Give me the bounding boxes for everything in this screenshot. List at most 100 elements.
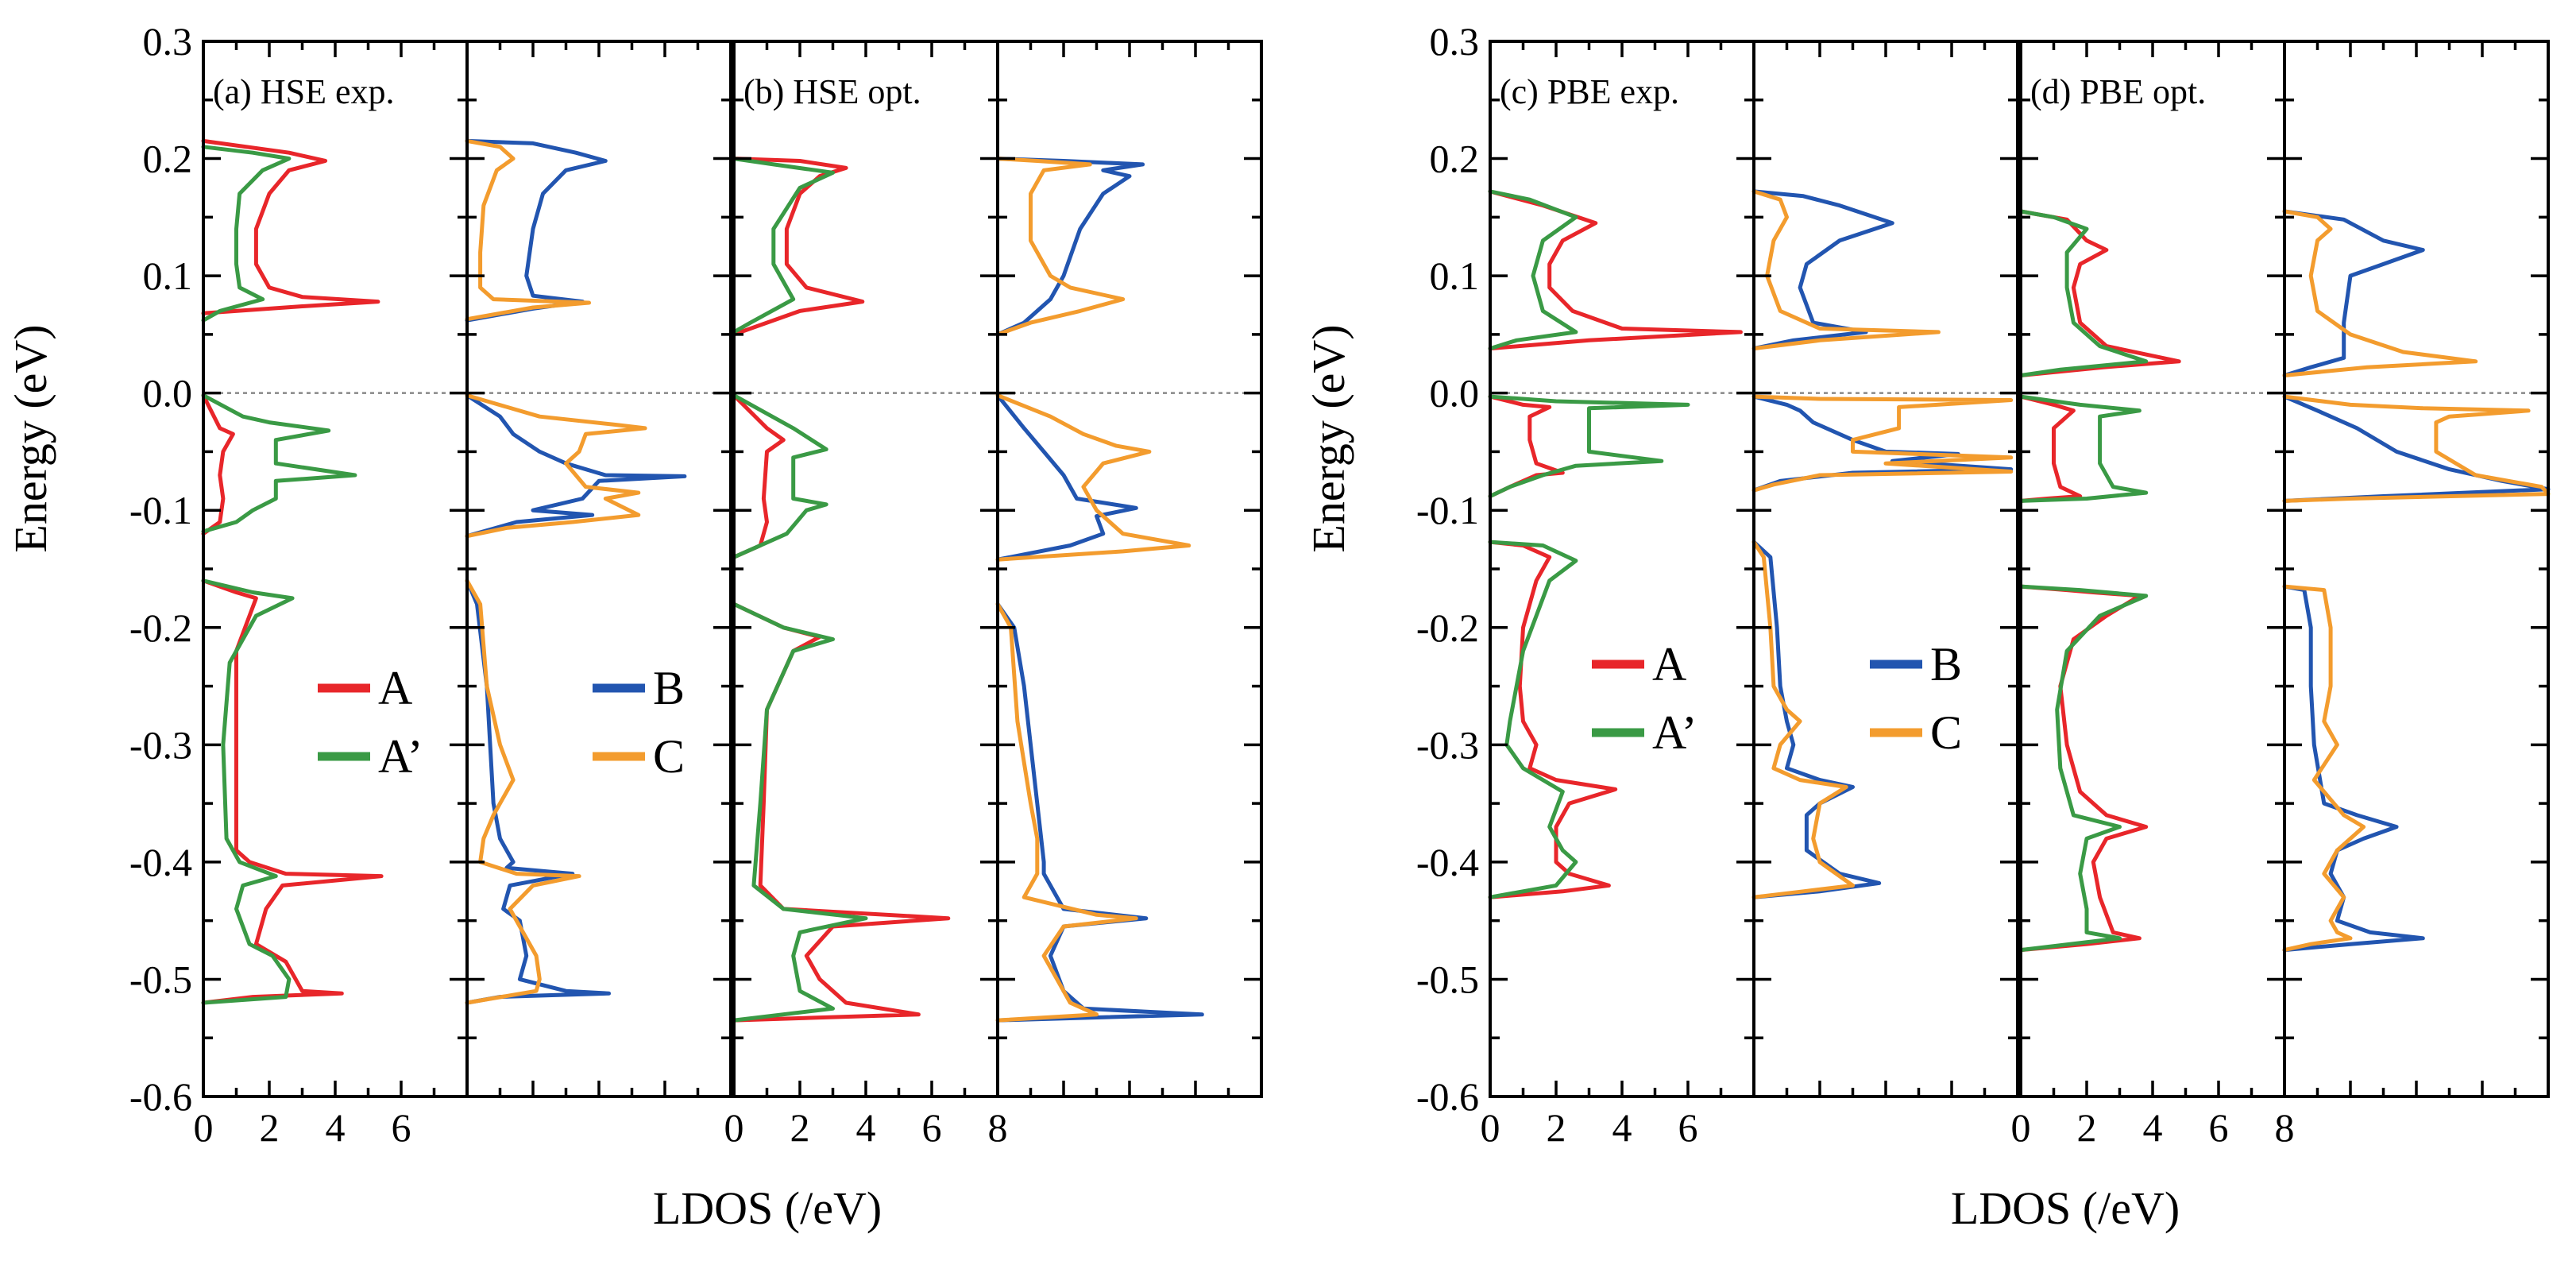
ldos-curve-aprime-panel1-sub0-seg1 — [732, 157, 835, 335]
y-tick-label: -0.4 — [129, 840, 192, 884]
ldos-curve-c-panel3-sub1-seg5 — [2282, 584, 2366, 953]
ldos-curve-b-panel3-sub1-seg0 — [2282, 209, 2425, 377]
ldos-curve-a-panel3-sub0-seg2 — [2018, 394, 2083, 503]
y-tick-label: 0.0 — [143, 371, 193, 416]
legend-label-b: B — [653, 662, 685, 714]
legend-label-aprime: A’ — [1652, 706, 1697, 759]
x-axis-label-right: LDOS (/eV) — [1951, 1182, 2180, 1234]
y-tick-label: -0.3 — [129, 722, 192, 767]
y-tick-label: -0.6 — [129, 1074, 192, 1119]
x-tick-label: 2 — [790, 1105, 810, 1150]
ldos-curve-a-panel2-sub0-seg4 — [1488, 540, 1618, 899]
ldos-curve-b-panel1-sub1-seg0 — [995, 157, 1145, 337]
x-tick-label: 4 — [2143, 1105, 2163, 1150]
ldos-curve-aprime-panel1-sub0-seg3 — [732, 393, 828, 559]
ldos-curve-aprime-panel0-sub0-seg5 — [201, 578, 295, 1005]
ldos-curve-b-panel2-sub1-seg0 — [1751, 189, 1894, 351]
subpanel-frame-0-0 — [202, 40, 469, 1098]
x-tick-label: 0 — [194, 1105, 214, 1150]
y-tick-label: -0.5 — [1416, 957, 1479, 1001]
ldos-curve-aprime-panel3-sub0-seg1 — [2018, 209, 2149, 377]
x-tick-label: 6 — [922, 1105, 942, 1150]
text-layer: Energy (eV) Energy (eV) LDOS (/eV) LDOS … — [5, 19, 2295, 1234]
y-tick-label: 0.3 — [1430, 19, 1480, 64]
x-tick-label: 2 — [1547, 1105, 1566, 1150]
ldos-curve-b-panel1-sub1-seg2 — [995, 393, 1138, 562]
ldos-curve-c-panel2-sub1-seg5 — [1751, 540, 1855, 899]
legend-label-b: B — [1930, 638, 1962, 690]
x-tick-label: 4 — [856, 1105, 876, 1150]
curves-layer — [201, 138, 2551, 1023]
ldos-curve-a-panel0-sub0-seg0 — [201, 138, 380, 315]
panel-label: (c) PBE exp. — [1500, 72, 1679, 111]
y-tick-label: -0.4 — [1416, 840, 1479, 884]
ldos-curve-c-panel2-sub1-seg3 — [1751, 394, 2014, 493]
ldos-curve-c-panel1-sub1-seg5 — [995, 601, 1138, 1023]
y-tick-label: -0.2 — [1416, 605, 1479, 650]
x-tick-label: 4 — [1612, 1105, 1632, 1150]
legend-label-aprime: A’ — [378, 730, 423, 783]
legend-label-c: C — [653, 730, 685, 783]
ldos-curve-aprime-panel1-sub0-seg5 — [732, 601, 868, 1023]
ldos-curve-c-panel3-sub1-seg3 — [2282, 394, 2551, 503]
y-tick-label: 0.0 — [1430, 371, 1480, 416]
x-tick-label: 6 — [2209, 1105, 2229, 1150]
ldos-curve-c-panel3-sub1-seg1 — [2282, 209, 2478, 377]
ldos-curve-b-panel0-sub1-seg4 — [465, 578, 611, 1005]
x-tick-label: 4 — [326, 1105, 346, 1150]
ldos-curve-b-panel0-sub1-seg2 — [465, 393, 687, 539]
ldos-curve-b-panel1-sub1-seg4 — [995, 601, 1204, 1023]
ldos-curve-a-panel0-sub0-seg4 — [201, 578, 384, 1005]
ldos-curve-a-panel1-sub0-seg2 — [732, 393, 786, 559]
axes-layer — [202, 40, 2550, 1098]
x-tick-label: 8 — [2275, 1105, 2295, 1150]
y-tick-label: -0.1 — [129, 488, 192, 532]
ldos-curve-aprime-panel2-sub0-seg3 — [1488, 394, 1690, 498]
panel-label: (b) HSE opt. — [743, 72, 921, 111]
x-tick-label: 6 — [1678, 1105, 1698, 1150]
y-tick-label: 0.3 — [143, 19, 193, 64]
y-tick-label: 0.2 — [143, 137, 193, 181]
ldos-curve-c-panel0-sub1-seg3 — [465, 393, 647, 539]
ldos-curve-b-panel2-sub1-seg2 — [1751, 394, 2014, 493]
ldos-curve-aprime-panel2-sub0-seg5 — [1488, 540, 1578, 899]
ldos-curve-b-panel3-sub1-seg2 — [2282, 394, 2551, 503]
x-tick-label: 6 — [392, 1105, 411, 1150]
ldos-curve-a-panel3-sub0-seg0 — [2018, 209, 2181, 377]
legend-label-a: A — [378, 662, 412, 714]
ldos-curve-aprime-panel0-sub0-seg1 — [201, 145, 292, 323]
legend-label-c: C — [1930, 706, 1962, 759]
x-axis-label-left: LDOS (/eV) — [653, 1182, 882, 1234]
ldos-curve-b-panel2-sub1-seg4 — [1751, 540, 1882, 899]
y-tick-label: -0.5 — [129, 957, 192, 1001]
y-tick-label: -0.2 — [129, 605, 192, 650]
x-tick-label: 0 — [2011, 1105, 2031, 1150]
subpanel-frame-3-0 — [2019, 40, 2286, 1098]
y-tick-label: 0.2 — [1430, 137, 1480, 181]
ldos-curve-c-panel2-sub1-seg1 — [1751, 189, 1941, 351]
y-tick-label: -0.6 — [1416, 1074, 1479, 1119]
ldos-curve-c-panel1-sub1-seg3 — [995, 393, 1191, 562]
ldos-curve-c-panel0-sub1-seg1 — [465, 138, 591, 322]
y-tick-label: -0.3 — [1416, 722, 1479, 767]
legend-label-a: A — [1652, 638, 1686, 690]
x-tick-label: 8 — [988, 1105, 1008, 1150]
ldos-curve-aprime-panel3-sub0-seg5 — [2018, 584, 2149, 953]
x-tick-label: 2 — [2077, 1105, 2097, 1150]
y-axis-label-left: Energy (eV) — [5, 324, 56, 552]
x-tick-label: 0 — [724, 1105, 744, 1150]
subpanel-frame-0-1 — [465, 40, 732, 1098]
x-tick-label: 0 — [1481, 1105, 1500, 1150]
ldos-curve-c-panel1-sub1-seg1 — [995, 157, 1126, 337]
y-tick-label: 0.1 — [143, 253, 193, 298]
ldos-curve-a-panel1-sub0-seg4 — [732, 601, 951, 1023]
panel-label: (a) HSE exp. — [213, 72, 395, 111]
ldos-curve-aprime-panel0-sub0-seg3 — [201, 393, 357, 534]
y-tick-label: -0.1 — [1416, 488, 1479, 532]
ldos-curve-c-panel0-sub1-seg5 — [465, 578, 581, 1005]
subpanel-frame-1-1 — [996, 40, 1263, 1098]
ldos-curve-aprime-panel3-sub0-seg3 — [2018, 394, 2149, 503]
x-tick-label: 2 — [260, 1105, 280, 1150]
y-axis-label-right: Energy (eV) — [1303, 324, 1354, 552]
